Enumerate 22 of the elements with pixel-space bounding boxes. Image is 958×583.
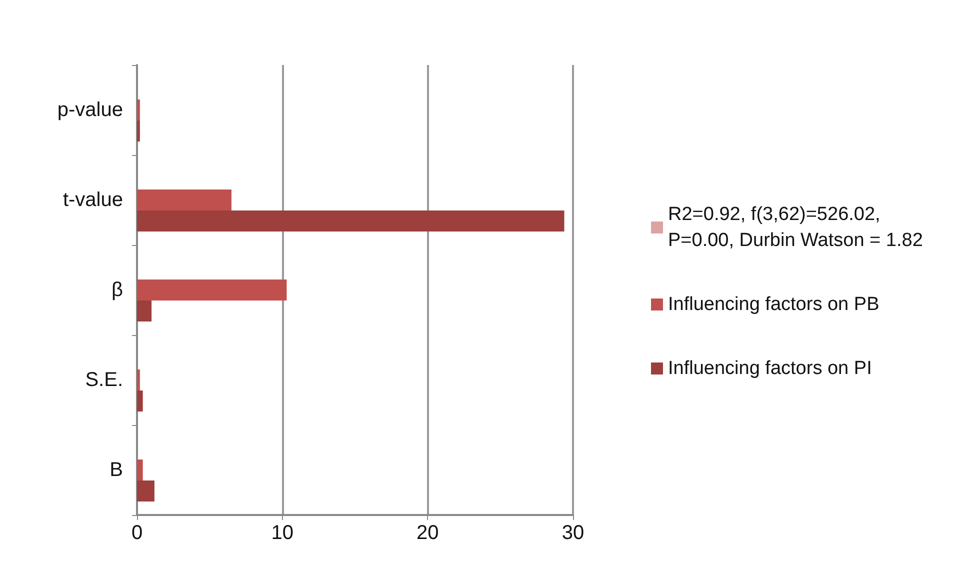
x-tick-label: 30 <box>562 522 584 544</box>
x-tick-label: 20 <box>416 522 439 544</box>
y-tick-label: p-value <box>57 99 123 121</box>
bar <box>137 460 143 480</box>
legend-label: Influencing factors on PI <box>668 358 872 379</box>
y-tick-label: S.E. <box>85 369 123 391</box>
legend-label: Influencing factors on PB <box>668 294 880 315</box>
x-tick-label: 0 <box>131 522 143 544</box>
bar <box>137 390 143 412</box>
bar <box>137 480 154 502</box>
y-tick-label: β <box>111 279 123 301</box>
bar <box>137 280 287 300</box>
bar <box>137 300 152 322</box>
legend-label: R2=0.92, f(3,62)=526.02, P=0.00, Durbin Watson = 1.82 <box>668 204 923 251</box>
y-tick-label: B <box>110 459 123 481</box>
bar <box>137 370 140 390</box>
y-tick-label: t-value <box>62 189 123 211</box>
bar <box>137 210 564 232</box>
bar <box>137 100 140 120</box>
x-tick-label: 10 <box>271 522 294 544</box>
bar <box>137 190 232 210</box>
bar <box>137 120 140 142</box>
